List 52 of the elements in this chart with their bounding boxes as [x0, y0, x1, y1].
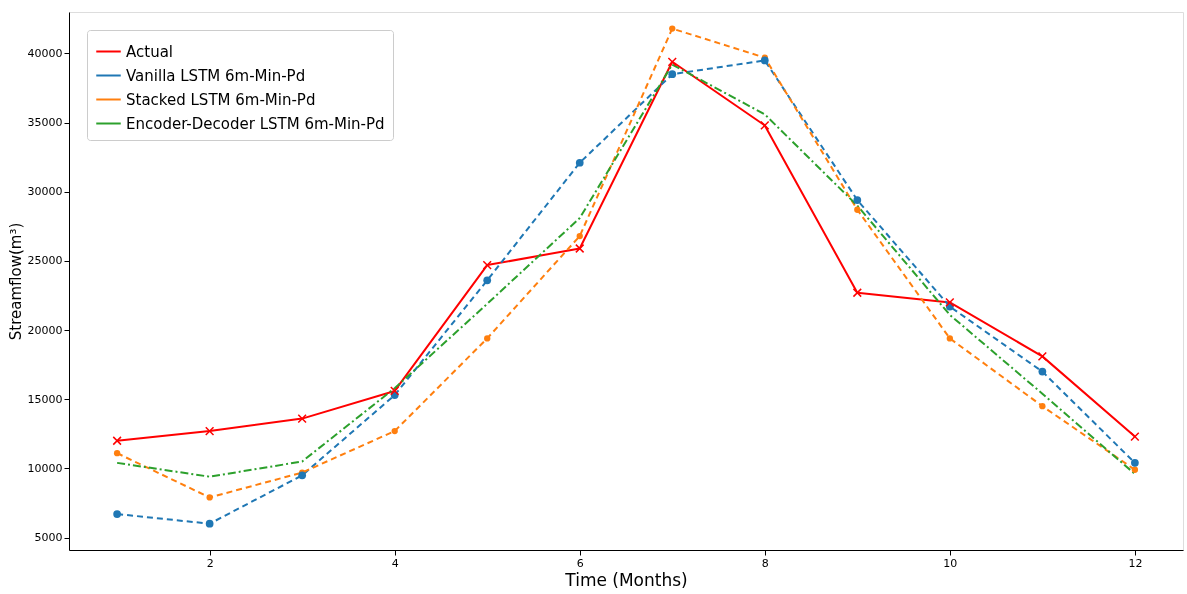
x-tick-label: 6	[576, 556, 584, 570]
y-tick-label: 25000	[27, 254, 63, 268]
legend-label: Vanilla LSTM 6m-Min-Pd	[126, 66, 306, 85]
y-tick-label: 10000	[27, 461, 63, 475]
point	[760, 56, 769, 65]
y-tick-label: 40000	[27, 46, 63, 60]
point	[946, 335, 953, 342]
x-tick-label: 8	[761, 556, 769, 570]
point	[484, 335, 491, 342]
point	[297, 413, 307, 424]
legend-label: Actual	[126, 42, 173, 61]
point	[760, 120, 770, 131]
point	[575, 243, 585, 254]
point	[1038, 367, 1047, 376]
point	[1131, 466, 1139, 473]
x-tick-label: 10	[943, 556, 958, 570]
y-axis-title: Streamflow(m³)	[6, 222, 25, 341]
point	[1037, 351, 1047, 361]
point	[112, 436, 122, 446]
point	[667, 57, 677, 67]
legend-label: Stacked LSTM 6m-Min-Pd	[126, 90, 316, 109]
point	[1130, 431, 1140, 442]
legend-label: Encoder-Decoder LSTM 6m-Min-Pd	[126, 114, 385, 133]
x-tick-label: 2	[206, 556, 214, 570]
point	[575, 158, 584, 167]
x-tick-label: 4	[391, 556, 399, 570]
y-tick-label: 15000	[27, 392, 63, 406]
y-tick-label: 20000	[27, 323, 63, 337]
point	[113, 510, 121, 518]
point	[852, 288, 862, 298]
point	[669, 25, 676, 32]
point	[945, 297, 955, 308]
point	[668, 70, 677, 79]
point	[576, 232, 583, 240]
point	[298, 471, 307, 480]
x-tick-label: 12	[1128, 556, 1143, 570]
point	[206, 494, 213, 501]
point	[390, 386, 400, 396]
point	[853, 196, 862, 204]
point	[854, 206, 861, 213]
point	[482, 260, 492, 270]
point	[113, 450, 121, 457]
point	[391, 427, 398, 435]
y-tick-label: 30000	[27, 185, 63, 199]
point	[205, 426, 215, 436]
x-axis-title: Time (Months)	[564, 569, 688, 590]
point	[1039, 403, 1046, 410]
point	[205, 519, 214, 528]
point	[483, 276, 492, 285]
point	[1131, 459, 1139, 467]
y-tick-label: 35000	[27, 116, 63, 130]
y-tick-label: 5000	[34, 531, 63, 545]
